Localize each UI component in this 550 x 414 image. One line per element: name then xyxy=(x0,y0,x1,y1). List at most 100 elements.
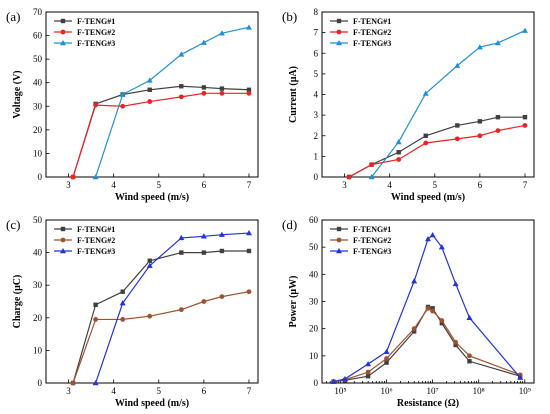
data-point xyxy=(384,356,389,361)
data-point xyxy=(219,86,225,91)
plot-frame xyxy=(45,11,259,178)
y-tick-label: 40 xyxy=(309,269,319,279)
x-tick-label: 4 xyxy=(111,180,116,190)
data-point xyxy=(119,300,126,306)
legend-swatch-marker xyxy=(336,40,342,46)
y-tick-label: 10 xyxy=(33,345,43,355)
x-tick-label: 10⁶ xyxy=(380,386,392,396)
data-point xyxy=(452,280,459,287)
legend-label: F-TENG#3 xyxy=(77,39,115,48)
legend-label: F-TENG#1 xyxy=(353,17,391,26)
y-tick-label: 70 xyxy=(33,7,43,17)
data-point xyxy=(455,123,460,128)
data-point xyxy=(383,348,390,355)
data-point xyxy=(93,317,99,322)
data-point xyxy=(219,294,225,300)
y-axis-title: Power (μW) xyxy=(288,276,299,328)
data-point xyxy=(120,289,125,294)
data-point xyxy=(246,248,252,254)
data-point xyxy=(92,174,99,180)
series-3 xyxy=(330,231,524,384)
y-tick-label: 0 xyxy=(314,172,319,182)
y-tick-label: 60 xyxy=(309,215,319,225)
data-point xyxy=(454,62,461,68)
data-point xyxy=(521,27,528,33)
data-point xyxy=(517,374,524,380)
y-tick-label: 8 xyxy=(314,7,319,17)
panel-label: (d) xyxy=(282,217,297,232)
data-point xyxy=(425,305,431,311)
y-tick-label: 50 xyxy=(309,242,319,252)
y-tick-label: 1 xyxy=(314,151,319,161)
x-tick-label: 10⁸ xyxy=(473,386,485,396)
data-point xyxy=(477,119,483,124)
data-point xyxy=(179,250,184,255)
x-tick-label: 10⁵ xyxy=(334,386,346,396)
y-tick-label: 10 xyxy=(33,148,43,158)
data-point xyxy=(201,90,207,96)
data-point xyxy=(411,278,418,284)
data-point xyxy=(396,150,401,155)
y-tick-label: 10 xyxy=(309,351,319,361)
data-point xyxy=(246,87,252,92)
legend-swatch-marker xyxy=(60,40,66,46)
y-tick-label: 0 xyxy=(38,378,43,388)
data-point xyxy=(384,360,389,365)
data-point xyxy=(396,157,402,162)
data-point xyxy=(146,262,153,268)
x-axis-title: Wind speed (m/s) xyxy=(115,398,189,409)
data-point xyxy=(219,90,225,96)
panel-label: (c) xyxy=(6,217,20,232)
data-point xyxy=(423,133,428,138)
x-tick-label: 6 xyxy=(202,386,207,396)
y-tick-label: 20 xyxy=(33,313,43,323)
data-point xyxy=(425,236,431,242)
data-point xyxy=(147,99,153,104)
data-point xyxy=(219,248,225,254)
series-line xyxy=(72,85,250,178)
data-point xyxy=(423,140,429,146)
x-axis-title: Wind speed (m/s) xyxy=(115,192,189,203)
y-tick-label: 0 xyxy=(38,172,43,182)
data-point xyxy=(495,128,501,133)
y-tick-label: 2 xyxy=(314,131,319,141)
data-point xyxy=(93,302,98,307)
data-point xyxy=(453,342,458,348)
data-point xyxy=(93,102,99,108)
data-point xyxy=(246,289,252,295)
data-point xyxy=(522,123,528,128)
y-tick-label: 6 xyxy=(314,48,319,58)
data-point xyxy=(179,84,184,89)
data-point xyxy=(147,313,153,319)
legend-label: F-TENG#2 xyxy=(77,28,115,37)
data-point xyxy=(522,114,528,120)
data-point xyxy=(201,85,207,90)
y-tick-label: 3 xyxy=(314,110,319,120)
series-1 xyxy=(346,114,528,180)
data-point xyxy=(368,174,375,180)
data-point xyxy=(495,114,501,120)
x-axis-title: Resistance (Ω) xyxy=(397,398,459,409)
data-point xyxy=(92,380,99,386)
y-axis-title: Voltage (V) xyxy=(12,70,23,118)
data-point xyxy=(342,375,349,382)
data-point xyxy=(200,233,207,239)
legend-swatch-marker xyxy=(60,237,66,243)
data-point xyxy=(466,314,473,321)
data-point xyxy=(246,90,252,96)
series-line xyxy=(72,291,250,384)
data-point xyxy=(438,244,445,250)
x-tick-label: 6 xyxy=(202,180,207,190)
legend-label: F-TENG#3 xyxy=(353,39,391,48)
y-tick-label: 7 xyxy=(314,28,319,38)
series-2 xyxy=(70,289,252,386)
x-tick-label: 5 xyxy=(433,180,438,190)
data-point xyxy=(454,136,460,142)
legend-swatch-marker xyxy=(336,29,342,35)
legend-swatch-marker xyxy=(336,237,342,243)
data-point xyxy=(395,138,402,145)
series-line xyxy=(348,124,526,178)
series-line xyxy=(72,250,249,384)
legend-label: F-TENG#2 xyxy=(353,236,391,245)
y-tick-label: 0 xyxy=(314,378,319,388)
